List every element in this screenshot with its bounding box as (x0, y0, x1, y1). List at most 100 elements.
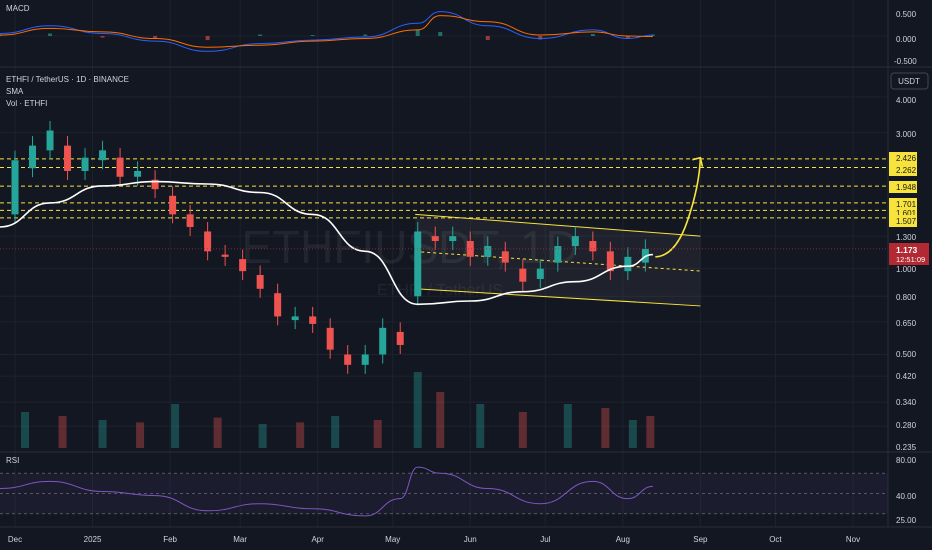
candle[interactable] (99, 150, 107, 161)
volume-bar (136, 422, 145, 448)
currency-button[interactable] (890, 72, 929, 90)
candlesticks[interactable] (11, 121, 649, 374)
projection-arrow-head (692, 156, 704, 167)
candle[interactable] (46, 130, 54, 151)
macd-histogram-bar (415, 29, 420, 36)
candle[interactable] (414, 231, 422, 297)
candle[interactable] (326, 327, 334, 350)
time-axis[interactable]: Dec 2025 Feb Mar Apr May Jun Jul Aug Sep Oct Nov (8, 535, 860, 544)
candle[interactable] (379, 327, 387, 355)
volume-bar (58, 416, 67, 448)
volume-bar (628, 420, 637, 448)
level-tag-bg (889, 208, 917, 218)
candle[interactable] (64, 145, 72, 171)
macd-tick-1: 0.000 (896, 35, 917, 44)
candle[interactable] (361, 354, 369, 365)
candle[interactable] (641, 248, 649, 263)
macd-line[interactable] (0, 11, 653, 52)
price-tag[interactable]: 1.173 (896, 245, 918, 255)
candle[interactable] (11, 160, 19, 215)
candle[interactable] (484, 246, 492, 257)
candle[interactable] (624, 256, 632, 272)
horizontal-levels[interactable] (0, 158, 888, 219)
time-axis-label: Feb (163, 535, 177, 544)
volume-bar (373, 420, 382, 448)
channel-upper[interactable] (415, 213, 701, 237)
volume-legend[interactable]: Vol · ETHFI (6, 99, 47, 108)
price-axis[interactable]: 4.000 3.000 1.300 1.000 0.800 0.650 0.50… (896, 96, 917, 452)
volume-bar (646, 416, 655, 448)
price-tick: 0.280 (896, 421, 917, 430)
volume-bars (21, 372, 655, 448)
symbol-legend[interactable]: ETHFI / TetherUS · 1D · BINANCE (6, 75, 129, 84)
macd-histogram-bar (625, 36, 630, 39)
candle[interactable] (449, 236, 457, 242)
sma-legend[interactable]: SMA (6, 87, 24, 96)
volume-bar (331, 416, 340, 448)
candle[interactable] (256, 274, 264, 289)
level-tag-bg (889, 181, 917, 193)
level-tag-hidden[interactable]: 1.601 (896, 209, 917, 218)
price-tick: 0.235 (896, 443, 917, 452)
candle[interactable] (186, 214, 194, 227)
candle[interactable] (81, 157, 89, 171)
countdown: 12:51:09 (896, 255, 925, 264)
macd-histogram-bar (363, 34, 368, 36)
price-tick: 0.340 (896, 398, 917, 407)
sma-line[interactable] (0, 180, 653, 306)
price-tick: 1.300 (896, 233, 917, 242)
candle[interactable] (589, 241, 597, 252)
macd-signal-line[interactable] (0, 15, 653, 48)
candle[interactable] (169, 195, 177, 215)
candle[interactable] (309, 316, 317, 324)
candle[interactable] (606, 251, 614, 272)
candle[interactable] (239, 259, 247, 272)
macd-histogram-bar (438, 31, 443, 36)
candle[interactable] (29, 145, 37, 169)
macd-histogram-bar (153, 36, 158, 39)
macd-tick-2: -0.500 (894, 57, 917, 66)
time-axis-label: Jul (540, 535, 550, 544)
level-tag[interactable]: 1.701 (896, 200, 917, 209)
volume-bar (21, 412, 30, 448)
candle[interactable] (431, 236, 439, 242)
candle[interactable] (396, 331, 404, 345)
volume-bar (213, 417, 222, 448)
rsi-title[interactable]: RSI (6, 456, 19, 465)
time-axis-label: May (385, 535, 400, 544)
macd-histogram-bar (310, 34, 315, 36)
volume-bar (436, 392, 445, 448)
level-tags[interactable]: 2.426 2.262 1.948 1.701 1.601 1.507 (889, 152, 917, 227)
time-axis-label: Dec (8, 535, 22, 544)
channel-lower[interactable] (415, 288, 701, 307)
candle[interactable] (519, 268, 527, 282)
level-tag[interactable]: 1.507 (896, 217, 917, 226)
candle[interactable] (291, 316, 299, 321)
time-axis-label: Sep (693, 535, 708, 544)
candle[interactable] (501, 251, 509, 263)
candle[interactable] (274, 293, 282, 317)
projection-arrow[interactable] (655, 157, 702, 258)
candle[interactable] (221, 254, 229, 257)
level-tag[interactable]: 2.262 (896, 166, 917, 175)
rsi-line[interactable] (0, 466, 653, 517)
candle[interactable] (151, 179, 159, 190)
time-axis-label: Jun (464, 535, 477, 544)
volume-bar (98, 420, 107, 448)
macd-title[interactable]: MACD (6, 4, 30, 13)
candle[interactable] (466, 241, 474, 257)
level-tag[interactable]: 2.426 (896, 154, 917, 163)
candle[interactable] (116, 157, 124, 177)
candle[interactable] (571, 236, 579, 247)
level-tag-bg (889, 164, 917, 176)
level-tag[interactable]: 1.948 (896, 183, 917, 192)
macd-histogram-bar (48, 33, 53, 36)
candle[interactable] (536, 268, 544, 279)
candle[interactable] (134, 170, 142, 177)
macd-histogram (0, 29, 888, 41)
candle[interactable] (554, 246, 562, 263)
candle[interactable] (204, 231, 212, 252)
candle[interactable] (344, 354, 352, 365)
